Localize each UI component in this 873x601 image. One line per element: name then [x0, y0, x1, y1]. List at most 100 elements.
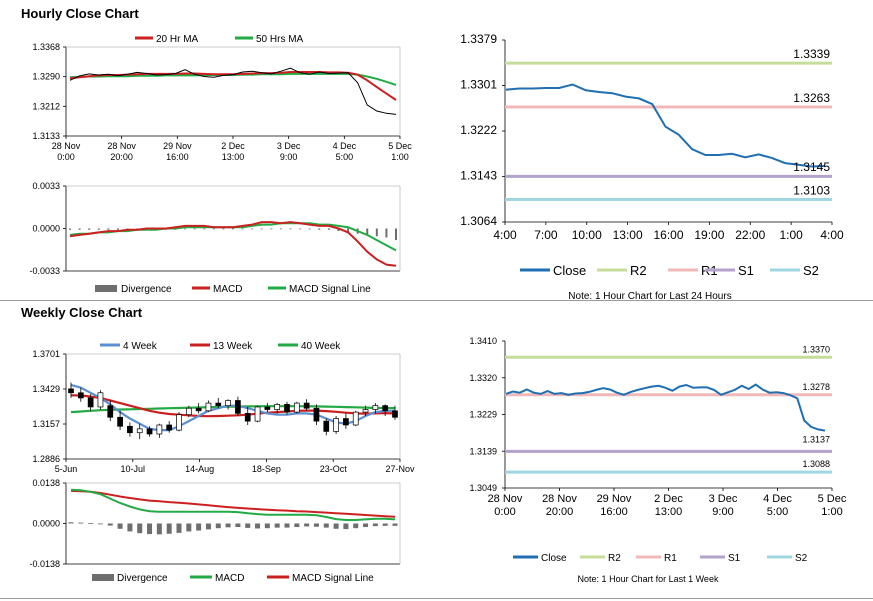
divergence-bar — [68, 522, 74, 524]
close-line — [69, 67, 397, 115]
divergence-bar — [212, 228, 215, 230]
r2-value-label: 1.3339 — [793, 47, 830, 61]
y-tick-label: 1.3133 — [32, 131, 60, 141]
x-tick-time: 13:00 — [222, 152, 245, 162]
x-tick-date: 28 Nov — [542, 493, 577, 505]
candle-body — [343, 418, 349, 426]
divergence-bar — [245, 523, 251, 528]
legend-close-label: Close — [541, 553, 567, 564]
candle-body — [107, 405, 114, 418]
y-tick-label: 1.2886 — [32, 454, 60, 464]
legend-4week-label: 4 Week — [123, 341, 158, 352]
divergence-bar — [270, 228, 273, 230]
x-tick-label: 4:00 — [493, 228, 517, 242]
x-tick-label: 19:00 — [694, 228, 724, 242]
divergence-bar — [117, 523, 123, 529]
divergence-bar — [127, 523, 133, 532]
y-tick-label: 1.3368 — [32, 42, 60, 52]
x-tick-date: 5 Dec — [818, 493, 847, 505]
x-tick-label: 18-Sep — [252, 464, 281, 474]
x-tick-time: 1:00 — [391, 152, 409, 162]
candle-body — [382, 405, 389, 412]
x-tick-time: 9:00 — [712, 506, 733, 518]
divergence-bar — [186, 523, 192, 532]
x-tick-label: 5-Jun — [55, 464, 78, 474]
candle-body — [166, 424, 173, 431]
divergence-bar — [385, 228, 388, 238]
x-tick-time: 16:00 — [166, 152, 189, 162]
y-tick-label: 1.3379 — [460, 32, 497, 46]
divergence-bar — [392, 523, 398, 526]
divergence-bar — [304, 523, 310, 527]
candle-body — [136, 428, 143, 434]
chart-note: Note: 1 Hour Chart for Last 1 Week — [578, 574, 719, 584]
divergence-bar — [107, 228, 110, 230]
candle-body — [313, 407, 320, 422]
legend-40week-label: 40 Week — [301, 341, 341, 352]
divergence-bar — [382, 523, 388, 526]
x-tick-time: 0:00 — [57, 152, 75, 162]
candle-body — [362, 409, 369, 413]
x-tick-label: 14-Aug — [185, 464, 214, 474]
candle-body — [195, 407, 202, 412]
divergence-bar — [184, 228, 187, 230]
weekly-section-title: Weekly Close Chart — [21, 305, 143, 320]
divergence-bar — [284, 523, 290, 528]
divergence-bar — [274, 523, 280, 528]
x-tick-date: 28 Nov — [488, 493, 523, 505]
x-tick-date: 5 Dec — [388, 141, 412, 151]
legend-macd-signal-label: MACD Signal Line — [289, 284, 371, 295]
y-tick-label: 1.3229 — [469, 410, 497, 420]
x-tick-date: 3 Dec — [277, 141, 301, 151]
divergence-bar — [363, 523, 369, 528]
divergence-bar — [294, 523, 300, 528]
divergence-bar — [333, 523, 339, 529]
x-tick-date: 4 Dec — [763, 493, 792, 505]
y-tick-label: 1.3139 — [469, 446, 497, 456]
divergence-bar — [289, 228, 292, 230]
legend-macd-signal-label: MACD Signal Line — [292, 573, 374, 584]
x-tick-label: 16:00 — [653, 228, 683, 242]
divergence-bar — [97, 228, 100, 230]
macd-line — [70, 488, 396, 521]
x-tick-time: 5:00 — [767, 506, 788, 518]
y-tick-label: 1.3320 — [469, 373, 497, 383]
candle-body — [215, 402, 222, 407]
x-tick-date: 2 Dec — [221, 141, 245, 151]
candle-body — [205, 402, 212, 412]
x-tick-time: 20:00 — [546, 506, 574, 518]
s2-value-label: 1.3088 — [802, 459, 830, 469]
y-tick-label: 1.3064 — [460, 214, 497, 228]
candle-body — [352, 411, 359, 426]
y-tick-label: 0.0138 — [32, 478, 60, 488]
candle-body — [97, 392, 104, 408]
x-tick-date: 2 Dec — [654, 493, 683, 505]
x-tick-label: 22:00 — [735, 228, 765, 242]
x-tick-label: 10-Jul — [121, 464, 146, 474]
candle-body — [284, 404, 290, 413]
candle-body — [225, 400, 231, 407]
x-tick-date: 29 Nov — [163, 141, 192, 151]
divergence-bar — [260, 228, 263, 230]
x-tick-time: 16:00 — [600, 506, 628, 518]
x-tick-time: 20:00 — [110, 152, 133, 162]
legend-s1-label: S1 — [728, 553, 741, 564]
divergence-bar — [323, 523, 329, 528]
candle-body — [333, 418, 339, 432]
divergence-bar — [343, 523, 349, 530]
close-line — [505, 383, 826, 432]
divergence-bar — [203, 228, 206, 230]
divergence-bar — [241, 228, 244, 230]
x-tick-date: 4 Dec — [333, 141, 357, 151]
candle-body — [244, 413, 251, 422]
y-tick-label: 1.3410 — [469, 336, 497, 346]
divergence-bar — [215, 523, 221, 529]
divergence-bar — [264, 523, 270, 529]
x-tick-date: 3 Dec — [709, 493, 738, 505]
divergence-bar — [313, 523, 319, 527]
legend-r2-label: R2 — [608, 553, 621, 564]
x-tick-label: 13:00 — [613, 228, 643, 242]
